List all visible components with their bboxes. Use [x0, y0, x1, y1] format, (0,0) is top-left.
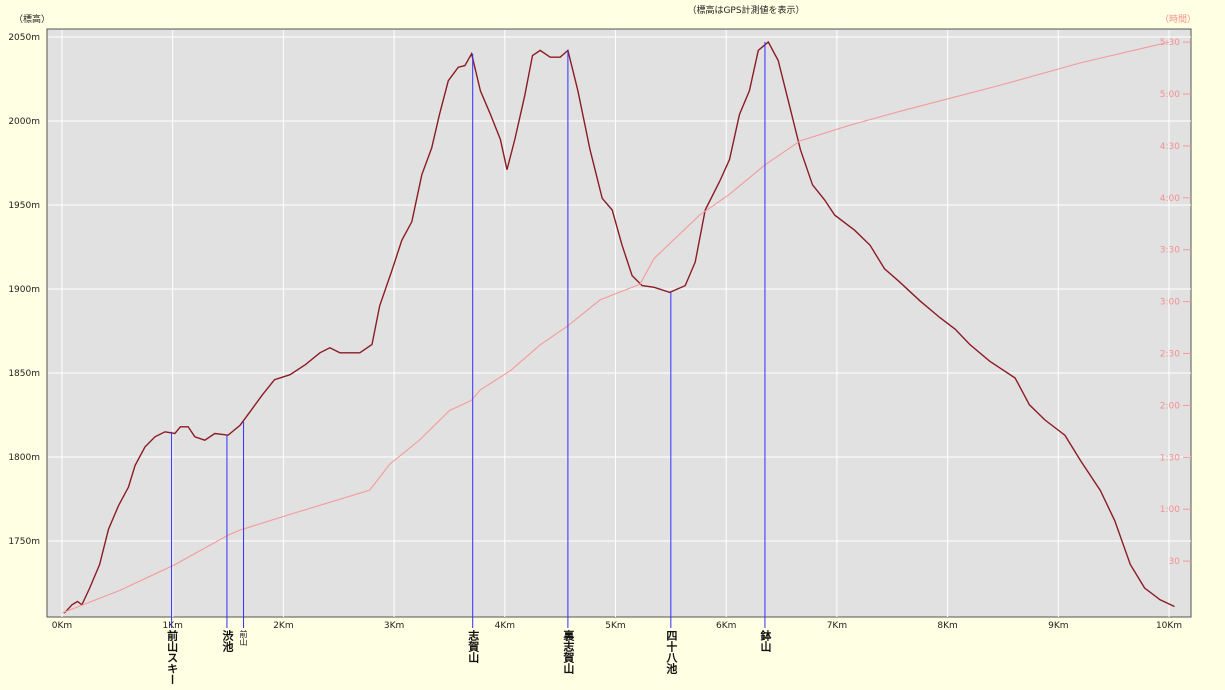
y2-tick-label: 2:00 — [1160, 401, 1180, 411]
y2-tick-label: 3:00 — [1160, 298, 1180, 308]
y2-tick-label: 2:30 — [1160, 350, 1180, 360]
x-tick-label: 9Km — [1048, 621, 1068, 631]
landmark-label: 鉢山 — [758, 630, 772, 652]
y-tick-label: 2000m — [8, 117, 40, 127]
y-tick-label: 2050m — [8, 33, 40, 43]
x-tick-label: 6Km — [716, 621, 736, 631]
y2-tick-label: 4:00 — [1160, 194, 1180, 204]
x-tick-label: 8Km — [937, 621, 957, 631]
x-tick-label: 1Km — [162, 621, 182, 631]
x-tick-label: 2Km — [273, 621, 293, 631]
x-tick-label: 7Km — [827, 621, 847, 631]
x-tick-label: 0Km — [52, 621, 72, 631]
landmark-label: 四十八池 — [664, 630, 678, 674]
y2-tick-label: 3:30 — [1160, 246, 1180, 256]
x-tick-label: 3Km — [384, 621, 404, 631]
y-axis-label: （標高） — [14, 13, 50, 25]
y2-tick-label: 30 — [1169, 557, 1181, 567]
y2-tick-label: 4:30 — [1160, 142, 1180, 152]
chart-title: （標高はGPS計測値を表示） — [687, 4, 804, 16]
landmark-label: 志賀山 — [466, 630, 480, 663]
x-tick-label: 4Km — [495, 621, 515, 631]
landmark-label: 裏志賀山 — [561, 630, 575, 674]
y-tick-label: 1950m — [8, 201, 40, 211]
landmark-label: 前山 — [239, 630, 249, 646]
time-line — [61, 41, 1170, 614]
plot-area — [46, 28, 1192, 618]
y2-tick-label: 5:00 — [1160, 90, 1180, 100]
x-tick-label: 10Km — [1156, 621, 1182, 631]
landmark-label: 前山スキー — [165, 630, 179, 685]
elevation-line — [63, 40, 1175, 614]
landmark-label: 渋池 — [220, 630, 234, 652]
y2-axis-label: （時間） — [1160, 14, 1196, 25]
y-tick-label: 1850m — [8, 369, 40, 379]
y2-tick-label: 1:00 — [1160, 505, 1180, 515]
y-tick-label: 1750m — [8, 537, 40, 547]
y2-tick-label: 5:30 — [1160, 38, 1180, 48]
x-tick-label: 5Km — [605, 621, 625, 631]
y-tick-label: 1800m — [8, 453, 40, 463]
y2-tick-label: 1:30 — [1160, 453, 1180, 463]
y-tick-label: 1900m — [8, 285, 40, 295]
